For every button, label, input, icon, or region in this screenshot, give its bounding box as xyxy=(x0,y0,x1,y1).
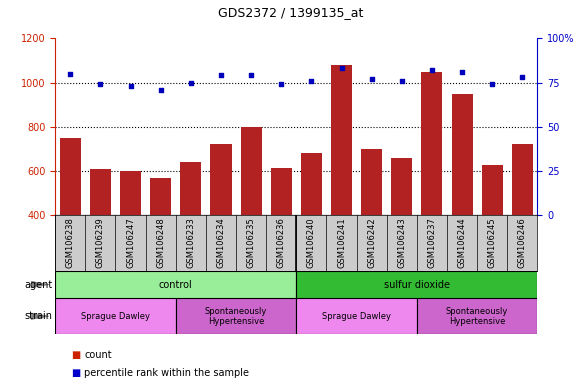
Bar xyxy=(417,298,537,334)
Text: GDS2372 / 1399135_at: GDS2372 / 1399135_at xyxy=(218,6,363,19)
Bar xyxy=(241,127,261,303)
Text: ■: ■ xyxy=(71,350,80,360)
Text: GSM106236: GSM106236 xyxy=(277,217,286,268)
Text: GSM106235: GSM106235 xyxy=(246,217,256,268)
Bar xyxy=(120,171,141,303)
Point xyxy=(487,81,497,88)
Bar xyxy=(176,298,296,334)
Text: GSM106245: GSM106245 xyxy=(487,218,497,268)
Text: Spontaneously
Hypertensive: Spontaneously Hypertensive xyxy=(446,306,508,326)
Text: GSM106243: GSM106243 xyxy=(397,217,406,268)
Bar xyxy=(150,177,171,303)
Text: GSM106246: GSM106246 xyxy=(518,217,527,268)
Text: GSM106244: GSM106244 xyxy=(458,218,467,268)
Bar xyxy=(90,169,111,303)
Text: Sprague Dawley: Sprague Dawley xyxy=(81,312,150,321)
Point xyxy=(337,65,346,71)
Point xyxy=(427,67,436,73)
Bar xyxy=(361,149,382,303)
Bar xyxy=(421,71,443,303)
Bar xyxy=(301,153,322,303)
Text: control: control xyxy=(159,280,193,290)
Polygon shape xyxy=(31,313,49,319)
Bar xyxy=(271,167,292,303)
Bar xyxy=(55,298,176,334)
Point xyxy=(126,83,135,89)
Bar xyxy=(331,65,352,303)
Text: GSM106248: GSM106248 xyxy=(156,217,165,268)
Text: GSM106238: GSM106238 xyxy=(66,217,75,268)
Bar xyxy=(296,298,417,334)
Text: count: count xyxy=(84,350,112,360)
Bar xyxy=(296,271,537,298)
Text: Sprague Dawley: Sprague Dawley xyxy=(322,312,391,321)
Polygon shape xyxy=(31,281,49,288)
Text: ■: ■ xyxy=(71,368,80,378)
Text: GSM106237: GSM106237 xyxy=(428,217,436,268)
Bar xyxy=(482,166,503,303)
Bar xyxy=(60,138,81,303)
Text: strain: strain xyxy=(24,311,52,321)
Bar xyxy=(55,271,296,298)
Bar xyxy=(210,144,231,303)
Text: GSM106241: GSM106241 xyxy=(337,218,346,268)
Text: percentile rank within the sample: percentile rank within the sample xyxy=(84,368,249,378)
Text: Spontaneously
Hypertensive: Spontaneously Hypertensive xyxy=(205,306,267,326)
Text: GSM106247: GSM106247 xyxy=(126,217,135,268)
Bar xyxy=(391,158,413,303)
Text: agent: agent xyxy=(24,280,52,290)
Point xyxy=(307,78,316,84)
Text: GSM106240: GSM106240 xyxy=(307,218,316,268)
Bar xyxy=(180,162,202,303)
Point xyxy=(457,69,467,75)
Text: GSM106234: GSM106234 xyxy=(217,217,225,268)
Point xyxy=(186,79,195,86)
Bar xyxy=(512,144,533,303)
Text: GSM106239: GSM106239 xyxy=(96,217,105,268)
Point xyxy=(246,73,256,79)
Point xyxy=(156,86,166,93)
Text: GSM106242: GSM106242 xyxy=(367,218,376,268)
Bar xyxy=(451,94,472,303)
Text: GSM106233: GSM106233 xyxy=(187,217,195,268)
Point xyxy=(96,81,105,88)
Point xyxy=(367,76,376,82)
Point xyxy=(216,73,225,79)
Point xyxy=(66,71,75,77)
Point xyxy=(518,74,527,80)
Point xyxy=(397,78,407,84)
Text: sulfur dioxide: sulfur dioxide xyxy=(384,280,450,290)
Point xyxy=(277,81,286,88)
